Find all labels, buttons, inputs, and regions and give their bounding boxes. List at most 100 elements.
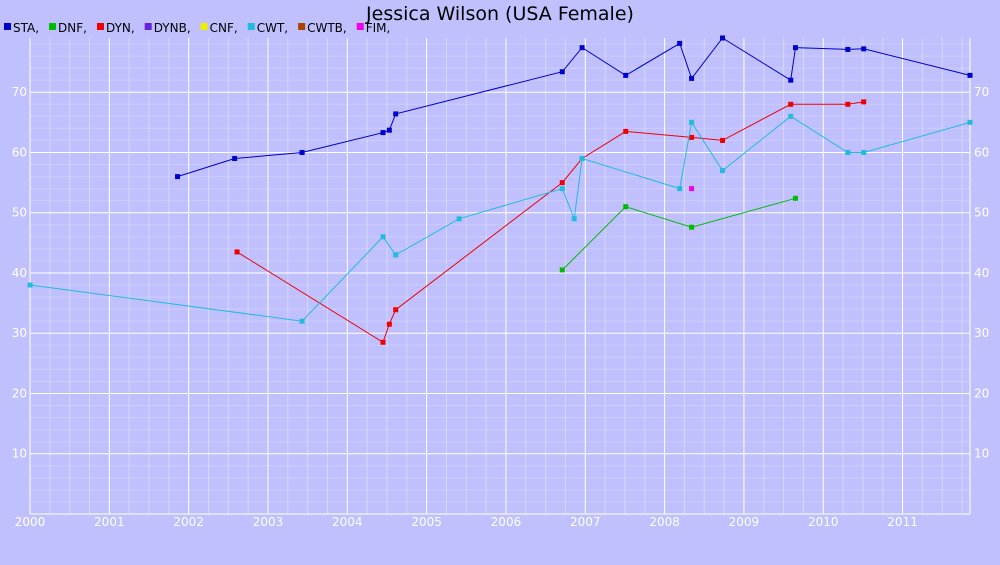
point-dnf: [559, 267, 565, 273]
x-tick-label: 2008: [649, 515, 680, 529]
y-tick-label-right: 60: [974, 145, 989, 159]
point-sta: [386, 127, 392, 133]
y-tick-label-left: 30: [12, 326, 27, 340]
legend-label: FIM,: [366, 21, 391, 35]
point-sta: [967, 72, 973, 78]
y-tick-label-right: 40: [974, 266, 989, 280]
point-sta: [175, 174, 181, 180]
x-tick-label: 2011: [887, 515, 918, 529]
point-dnf: [623, 204, 629, 210]
point-cwt: [788, 113, 794, 119]
point-dyn: [380, 339, 386, 345]
x-tick-label: 2002: [173, 515, 204, 529]
x-tick-label: 2001: [94, 515, 125, 529]
y-tick-label-right: 50: [974, 206, 989, 220]
legend-swatch: [49, 23, 57, 30]
point-dyn: [845, 101, 851, 107]
point-sta: [720, 35, 726, 41]
legend-swatch: [200, 23, 208, 30]
point-cwt: [559, 186, 565, 192]
legend-label: DYNB,: [154, 21, 191, 35]
point-sta: [788, 77, 794, 83]
point-sta: [579, 45, 585, 51]
x-tick-label: 2006: [491, 515, 522, 529]
x-tick-label: 2010: [808, 515, 839, 529]
y-tick-label-left: 70: [12, 85, 27, 99]
x-tick-label: 2000: [15, 515, 46, 529]
legend-swatch: [356, 23, 364, 30]
point-cwt: [689, 119, 695, 125]
point-dyn: [393, 307, 399, 313]
point-dyn: [788, 101, 794, 107]
point-sta: [689, 75, 695, 81]
point-sta: [380, 130, 386, 136]
point-sta: [677, 40, 683, 46]
point-cwt: [677, 186, 683, 192]
series-line-dnf: [561, 197, 796, 271]
point-dnf: [792, 195, 798, 201]
point-dyn: [559, 180, 565, 186]
point-cwt: [456, 216, 462, 222]
point-sta: [792, 45, 798, 51]
point-cwt: [579, 156, 585, 162]
point-dyn: [234, 249, 240, 255]
point-cwt: [967, 119, 973, 125]
legend: STA, DNF, DYN, DYNB, CNF, CWT, CWTB, FIM,: [4, 21, 390, 35]
point-sta: [861, 46, 867, 52]
y-tick-label-right: 20: [974, 386, 989, 400]
point-cwt: [393, 252, 399, 258]
series-layer: [27, 35, 973, 345]
legend-label: CWTB,: [307, 21, 347, 35]
legend-swatch: [4, 23, 11, 30]
y-tick-label-left: 10: [12, 447, 27, 461]
legend-swatch: [298, 23, 306, 30]
series-line-dyn: [236, 101, 864, 344]
point-sta: [232, 156, 238, 162]
x-tick-label: 2009: [729, 515, 760, 529]
legend-swatch: [96, 23, 104, 30]
x-tick-label: 2007: [570, 515, 601, 529]
point-dyn: [720, 137, 726, 143]
point-dnf: [689, 224, 695, 230]
point-cwt: [861, 149, 867, 155]
point-dyn: [861, 99, 867, 105]
y-tick-label-left: 50: [12, 206, 27, 220]
point-sta: [393, 111, 399, 117]
point-sta: [845, 46, 851, 52]
x-tick-label: 2003: [253, 515, 284, 529]
series-line-cwt: [29, 115, 971, 322]
chart-title: Jessica Wilson (USA Female): [365, 3, 634, 25]
legend-label: DNF,: [58, 21, 87, 35]
point-dyn: [386, 321, 392, 327]
x-tick-label: 2004: [332, 515, 363, 529]
point-cwt: [299, 318, 305, 324]
point-cwt: [571, 216, 577, 222]
grid: [29, 38, 970, 514]
point-dyn: [689, 134, 695, 140]
y-tick-label-left: 40: [12, 266, 27, 280]
point-sta: [559, 69, 565, 75]
y-tick-label-left: 20: [12, 386, 27, 400]
y-tick-label-right: 30: [974, 326, 989, 340]
point-fim: [689, 186, 695, 192]
series-line-sta: [177, 37, 971, 178]
point-cwt: [845, 149, 851, 155]
point-sta: [299, 149, 305, 155]
axes: 10 10 20 20 30 30 40 40 50 50 60 60 70 70 2000 2001 2002…: [12, 38, 989, 529]
y-tick-label-left: 60: [12, 145, 27, 159]
point-cwt: [27, 282, 33, 288]
legend-label: STA,: [13, 21, 39, 35]
x-tick-label: 2005: [411, 515, 442, 529]
y-tick-label-right: 70: [974, 85, 989, 99]
legend-label: DYN,: [106, 21, 135, 35]
point-cwt: [380, 234, 386, 240]
point-sta: [623, 72, 629, 78]
point-cwt: [720, 168, 726, 174]
point-dyn: [623, 128, 629, 134]
legend-label: CNF,: [210, 21, 238, 35]
legend-swatch: [247, 23, 255, 30]
legend-swatch: [144, 23, 152, 30]
legend-label: CWT,: [257, 21, 288, 35]
y-tick-label-right: 10: [974, 447, 989, 461]
